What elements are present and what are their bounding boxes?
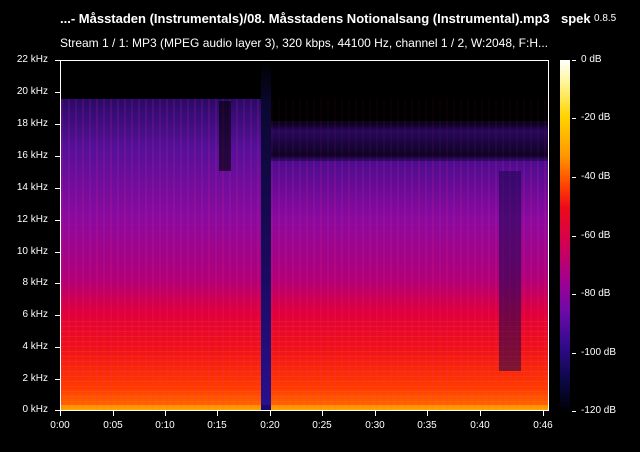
y-tick: 18 kHz bbox=[0, 118, 60, 136]
y-tick-label: 12 kHz bbox=[16, 214, 48, 225]
x-tick-label: 0:00 bbox=[50, 420, 70, 431]
y-tick-label: 10 kHz bbox=[16, 246, 48, 257]
y-tick: 0 kHz bbox=[0, 404, 60, 422]
y-tick: 14 kHz bbox=[0, 182, 60, 200]
x-tick-label: 0:20 bbox=[260, 420, 280, 431]
db-tick-label: -80 dB bbox=[581, 288, 611, 299]
y-tick-label: 4 kHz bbox=[22, 341, 48, 352]
y-tick: 20 kHz bbox=[0, 86, 60, 104]
y-tick-label: 0 kHz bbox=[22, 404, 48, 415]
y-tick-label: 16 kHz bbox=[16, 150, 48, 161]
db-tick-label: -100 dB bbox=[581, 347, 617, 358]
file-title: ...- Måsstaden (Instrumentals)/08. Måsst… bbox=[60, 11, 550, 26]
y-tick-label: 18 kHz bbox=[16, 118, 48, 129]
y-tick-label: 6 kHz bbox=[22, 309, 48, 320]
db-tick-label: 0 dB bbox=[581, 54, 602, 65]
y-tick: 12 kHz bbox=[0, 214, 60, 232]
y-tick-label: 8 kHz bbox=[22, 277, 48, 288]
spectrogram-image bbox=[61, 61, 548, 410]
x-tick-label: 0:05 bbox=[103, 420, 123, 431]
app-version: 0.8.5 bbox=[594, 13, 617, 24]
y-tick: 6 kHz bbox=[0, 309, 60, 327]
x-tick-label: 0:10 bbox=[155, 420, 175, 431]
y-tick: 16 kHz bbox=[0, 150, 60, 168]
db-tick-label: -20 dB bbox=[581, 112, 611, 123]
db-colorbar bbox=[560, 60, 570, 411]
y-tick-label: 20 kHz bbox=[16, 86, 48, 97]
db-tick-label: -120 dB bbox=[581, 405, 617, 416]
y-tick: 10 kHz bbox=[0, 246, 60, 264]
x-tick-label: 0:25 bbox=[312, 420, 332, 431]
y-tick: 4 kHz bbox=[0, 341, 60, 359]
y-tick: 8 kHz bbox=[0, 277, 60, 295]
y-tick-label: 22 kHz bbox=[16, 54, 48, 65]
y-tick-label: 14 kHz bbox=[16, 182, 48, 193]
x-tick-label: 0:30 bbox=[365, 420, 385, 431]
db-tick-label: -60 dB bbox=[581, 230, 611, 241]
y-tick-label: 2 kHz bbox=[22, 373, 48, 384]
app-name: spek bbox=[561, 11, 591, 26]
x-tick-label: 0:40 bbox=[470, 420, 490, 431]
spectrogram-plot bbox=[60, 60, 549, 411]
db-tick-label: -40 dB bbox=[581, 171, 611, 182]
y-tick: 22 kHz bbox=[0, 54, 60, 72]
x-tick-label: 0:15 bbox=[207, 420, 227, 431]
x-tick-label: 0:46 bbox=[533, 420, 553, 431]
x-tick-label: 0:35 bbox=[417, 420, 437, 431]
y-tick: 2 kHz bbox=[0, 373, 60, 391]
stream-info: Stream 1 / 1: MP3 (MPEG audio layer 3), … bbox=[60, 36, 549, 50]
